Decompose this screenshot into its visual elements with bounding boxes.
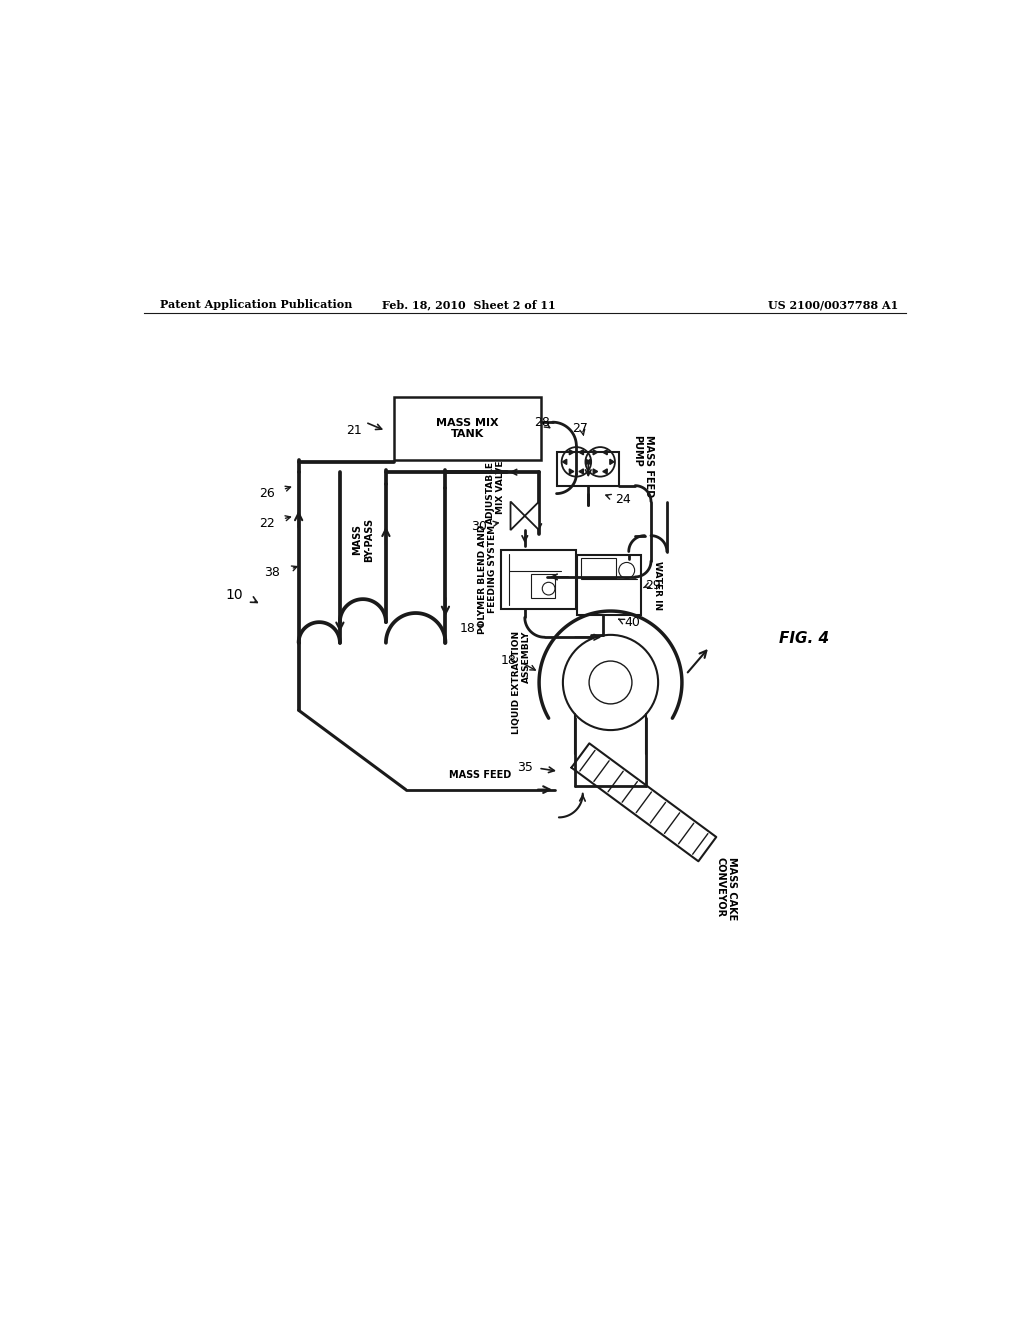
Polygon shape	[587, 459, 591, 465]
Text: ADJUSTABLE
MIX VALVE: ADJUSTABLE MIX VALVE	[485, 461, 505, 524]
Text: 28: 28	[535, 416, 550, 429]
Text: MASS CAKE
CONVEYOR: MASS CAKE CONVEYOR	[715, 857, 737, 920]
Text: LIQUID EXTRACTION
ASSEMBLY: LIQUID EXTRACTION ASSEMBLY	[512, 631, 531, 734]
Text: 24: 24	[615, 494, 631, 507]
Text: 35: 35	[517, 760, 532, 774]
Text: 26: 26	[259, 487, 274, 500]
Text: MASS
BY-PASS: MASS BY-PASS	[352, 517, 374, 562]
Bar	[394, 397, 541, 461]
Polygon shape	[569, 469, 573, 474]
Bar	[531, 574, 555, 598]
Text: 18: 18	[460, 622, 475, 635]
Text: Feb. 18, 2010  Sheet 2 of 11: Feb. 18, 2010 Sheet 2 of 11	[382, 300, 556, 310]
Bar	[501, 550, 577, 610]
Text: 10: 10	[225, 589, 243, 602]
Text: 30: 30	[471, 520, 486, 533]
Polygon shape	[603, 450, 607, 455]
Text: 18: 18	[501, 653, 517, 667]
Text: MASS MIX
TANK: MASS MIX TANK	[436, 417, 499, 440]
Polygon shape	[579, 450, 584, 455]
Polygon shape	[610, 459, 614, 465]
Text: 22: 22	[259, 517, 274, 531]
Text: US 2100/0037788 A1: US 2100/0037788 A1	[768, 300, 898, 310]
Polygon shape	[603, 469, 607, 474]
Text: 27: 27	[572, 422, 589, 436]
Text: FIG. 4: FIG. 4	[778, 631, 828, 647]
Text: WATER IN: WATER IN	[652, 561, 662, 610]
Polygon shape	[569, 450, 573, 455]
Text: POLYMER BLEND AND
FEEDING SYSTEM: POLYMER BLEND AND FEEDING SYSTEM	[477, 525, 497, 635]
Text: 21: 21	[346, 424, 362, 437]
Polygon shape	[524, 502, 539, 531]
Text: 40: 40	[624, 616, 640, 630]
Bar	[557, 453, 620, 486]
Polygon shape	[593, 469, 598, 474]
Text: MASS FEED
PUMP: MASS FEED PUMP	[632, 434, 653, 496]
Bar	[578, 556, 641, 615]
Bar	[582, 558, 616, 578]
Polygon shape	[511, 502, 524, 531]
Polygon shape	[586, 459, 590, 465]
Polygon shape	[593, 450, 598, 455]
Polygon shape	[579, 469, 584, 474]
Text: 29: 29	[645, 579, 662, 593]
Polygon shape	[562, 459, 566, 465]
Text: MASS FEED: MASS FEED	[450, 770, 511, 780]
Text: Patent Application Publication: Patent Application Publication	[160, 300, 352, 310]
Text: 38: 38	[264, 566, 281, 579]
